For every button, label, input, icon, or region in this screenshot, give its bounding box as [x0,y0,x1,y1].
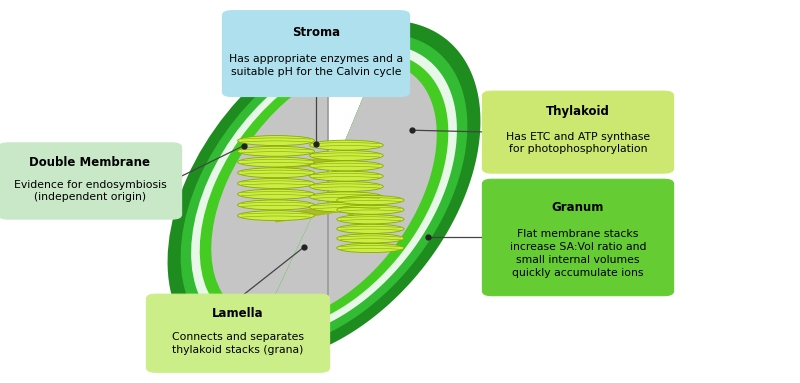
Ellipse shape [238,136,314,146]
Text: Has ETC and ATP synthase
for photophosphorylation: Has ETC and ATP synthase for photophosph… [506,132,650,154]
Ellipse shape [238,211,314,221]
Ellipse shape [238,146,314,156]
FancyBboxPatch shape [146,294,330,372]
Ellipse shape [191,44,457,339]
Ellipse shape [238,189,314,199]
Polygon shape [250,34,467,349]
Ellipse shape [238,178,314,188]
Ellipse shape [238,200,314,210]
Ellipse shape [310,202,383,212]
Ellipse shape [238,157,314,167]
Ellipse shape [181,34,467,349]
Text: Stroma: Stroma [292,26,340,39]
Ellipse shape [238,168,314,178]
Ellipse shape [200,52,448,331]
FancyBboxPatch shape [482,179,674,296]
Text: Lamella: Lamella [212,308,264,321]
Ellipse shape [337,195,404,205]
Ellipse shape [337,205,404,214]
Ellipse shape [310,161,383,171]
Ellipse shape [310,140,383,150]
Ellipse shape [337,224,404,233]
FancyBboxPatch shape [482,91,674,173]
Ellipse shape [337,244,404,253]
Text: Thylakoid: Thylakoid [546,105,610,118]
Text: Flat membrane stacks
increase SA:Vol ratio and
small internal volumes
quickly ac: Flat membrane stacks increase SA:Vol rat… [510,229,646,278]
Polygon shape [254,44,457,339]
FancyBboxPatch shape [222,11,410,97]
Text: Evidence for endosymbiosis
(independent origin): Evidence for endosymbiosis (independent … [14,180,166,203]
Ellipse shape [337,234,404,243]
FancyBboxPatch shape [0,143,182,219]
Polygon shape [328,0,800,383]
Ellipse shape [310,192,383,202]
Polygon shape [258,52,448,331]
Polygon shape [243,21,481,363]
Ellipse shape [167,20,481,363]
Text: Connects and separates
thylakoid stacks (grana): Connects and separates thylakoid stacks … [172,332,304,355]
Ellipse shape [211,62,437,321]
Ellipse shape [310,171,383,181]
Text: Granum: Granum [552,201,604,214]
Text: Has appropriate enzymes and a
suitable pH for the Calvin cycle: Has appropriate enzymes and a suitable p… [229,54,403,77]
Text: Double Membrane: Double Membrane [30,156,150,169]
Ellipse shape [310,151,383,160]
Ellipse shape [337,214,404,224]
Polygon shape [263,62,437,321]
Ellipse shape [310,182,383,192]
